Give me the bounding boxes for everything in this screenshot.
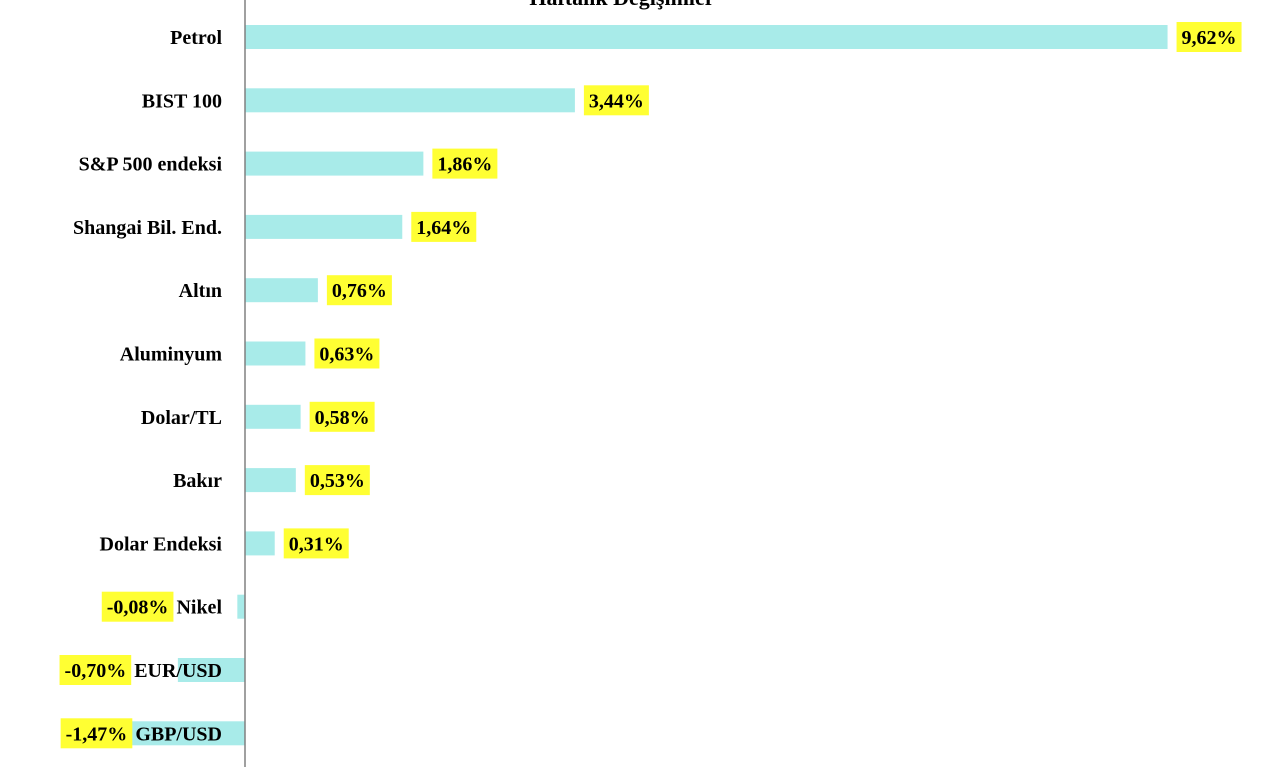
value-highlight: [59, 655, 132, 685]
value-highlight: [326, 275, 392, 306]
value-label-dolar-endeksi: 0,31%: [289, 533, 344, 555]
bar-sandp-500-endeksi: [245, 151, 424, 176]
value-label-dolar-tl: 0,58%: [315, 407, 370, 429]
value-highlight: [60, 718, 133, 749]
value-highlight: [1176, 22, 1242, 52]
category-label-gbp-usd: GBP/USD: [135, 723, 222, 745]
category-label-eur-usd: EUR/USD: [134, 660, 222, 682]
value-label-alt-n: 0,76%: [332, 280, 387, 302]
bar-shangai-bil-end: [245, 214, 403, 239]
value-highlight: [432, 148, 498, 179]
value-label-sandp-500-endeksi: 1,86%: [437, 154, 492, 176]
value-highlight: [304, 465, 370, 496]
value-highlight: [101, 591, 174, 622]
value-label-eur-usd: -0,70%: [65, 660, 127, 682]
chart-title: Haftalık Değişimler: [529, 0, 714, 10]
bar-petrol: [245, 25, 1168, 49]
value-highlight: [309, 401, 375, 432]
category-label-nikel: Nikel: [176, 597, 222, 619]
value-highlight: [283, 528, 349, 559]
bar-bist-100: [245, 88, 575, 113]
value-label-bist-100: 3,44%: [589, 90, 644, 112]
labels-layer: Petrol BIST 100 S&P 500 endeksi Shangai Bil…: [59, 22, 1242, 749]
bar-eur-usd: [177, 658, 245, 682]
bar-bak-r: [245, 468, 296, 493]
value-label-aluminyum: 0,63%: [319, 344, 374, 366]
value-label-bak-r: 0,53%: [310, 470, 365, 492]
category-label-alt-n: Altın: [179, 280, 222, 302]
value-highlight: [411, 211, 477, 242]
bar-dolar-endeksi: [245, 531, 275, 556]
category-label-sandp-500-endeksi: S&P 500 endeksi: [79, 154, 223, 176]
value-label-gbp-usd: -1,47%: [66, 723, 128, 745]
category-label-dolar-tl: Dolar/TL: [141, 407, 222, 429]
category-label-shangai-bil-end: Shangai Bil. End.: [73, 217, 222, 239]
bar-aluminyum: [245, 341, 306, 366]
bar-nikel: [237, 594, 245, 619]
value-label-nikel: -0,08%: [107, 597, 169, 619]
bar-dolar-tl: [245, 404, 301, 429]
value-highlight: [314, 338, 380, 369]
value-label-shangai-bil-end: 1,64%: [416, 217, 471, 239]
category-label-bist-100: BIST 100: [142, 90, 222, 112]
value-highlight: [583, 85, 649, 116]
bar-alt-n: [245, 278, 318, 303]
value-label-petrol: 9,62%: [1182, 27, 1237, 49]
category-label-bak-r: Bakır: [173, 470, 222, 492]
category-label-petrol: Petrol: [170, 27, 222, 49]
category-label-dolar-endeksi: Dolar Endeksi: [100, 533, 223, 555]
category-label-aluminyum: Aluminyum: [120, 344, 223, 366]
bars-layer: [104, 25, 1168, 746]
